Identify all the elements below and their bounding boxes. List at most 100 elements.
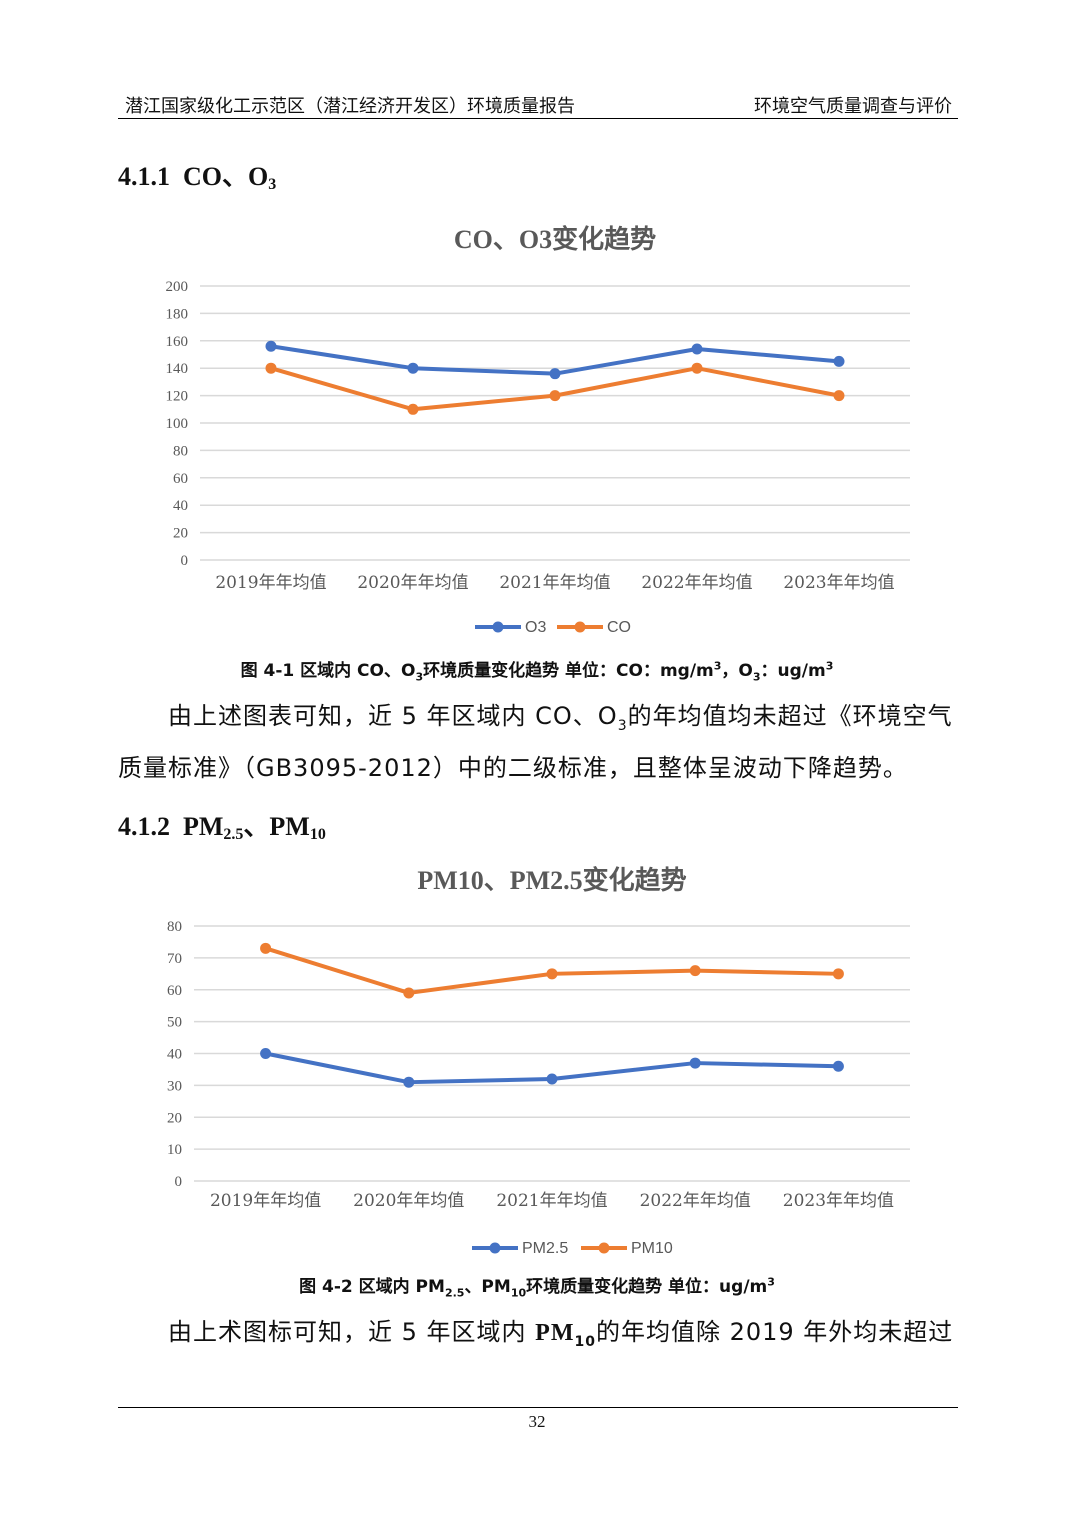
x-tick-label: 2019年年均值 <box>215 573 326 593</box>
caption-sup: 3 <box>825 659 834 673</box>
chart-co-o3: CO、O3变化趋势 0 20 40 60 80 100 120 140 160 180 200 2019… <box>118 212 958 642</box>
section-heading-4-1-1: 4.1.1 CO、O3 <box>118 156 276 193</box>
paragraph-text: 的年均值均未超过《环境空气 <box>627 702 953 730</box>
y-tick-label: 100 <box>166 416 189 432</box>
data-point-CO <box>549 390 561 402</box>
figure-caption-4-2: 图 4-2 区域内 PM2.5、PM10环境质量变化趋势 单位：ug/m3 <box>0 1272 1074 1299</box>
section-title-sub: 2.5 <box>223 826 244 843</box>
legend-label: CO <box>607 619 631 636</box>
section-title: 、PM <box>243 812 310 841</box>
y-tick-label: 60 <box>173 471 188 487</box>
y-tick-label: 200 <box>166 279 189 295</box>
y-tick-label: 30 <box>167 1078 182 1094</box>
chart-co-o3-svg: CO、O3变化趋势 0 20 40 60 80 100 120 140 160 180 200 2019… <box>166 224 910 636</box>
page-number: 32 <box>528 1412 546 1431</box>
footer-divider <box>118 1407 958 1408</box>
section-number: 4.1.2 <box>118 812 170 841</box>
x-tick-label: 2021年年均值 <box>496 1191 607 1211</box>
x-tick-label: 2019年年均值 <box>210 1191 321 1211</box>
chart-title: PM10、PM2.5变化趋势 <box>417 865 686 895</box>
paragraph-sub: 10 <box>574 1333 596 1350</box>
section-title: CO、O <box>183 162 269 191</box>
chart-pm-svg: PM10、PM2.5变化趋势 0 10 20 30 40 50 60 70 80 2019年年均值 2… <box>167 865 910 1257</box>
y-tick-label: 120 <box>166 389 189 405</box>
caption-sub: 10 <box>510 1286 527 1300</box>
data-point-PM2.5 <box>403 1076 415 1088</box>
paragraph-sub: 3 <box>617 717 628 734</box>
chart-title: CO、O3变化趋势 <box>454 224 656 254</box>
data-point-CO <box>265 362 277 374</box>
legend-marker-PM10 <box>598 1242 610 1254</box>
y-tick-label: 40 <box>167 1047 182 1063</box>
caption-text: 图 4-2 区域内 PM <box>299 1277 445 1297</box>
paragraph-text: 的年均值除 2019 年外均未超过 <box>595 1318 954 1346</box>
data-point-O3 <box>833 355 845 367</box>
y-tick-label: 0 <box>175 1174 183 1190</box>
data-point-PM2.5 <box>832 1060 844 1072</box>
data-point-PM10 <box>403 987 415 999</box>
caption-sub: 3 <box>752 670 761 684</box>
x-tick-label: 2020年年均值 <box>353 1191 464 1211</box>
y-tick-label: 50 <box>167 1015 182 1031</box>
data-point-PM10 <box>260 942 272 954</box>
paragraph-co-o3-line1: 由上述图表可知，近 5 年区域内 CO、O3的年均值均未超过《环境空气 <box>118 696 960 734</box>
y-tick-label: 40 <box>173 498 188 514</box>
y-tick-label: 80 <box>167 919 182 935</box>
data-point-PM10 <box>832 968 844 980</box>
data-point-CO <box>833 390 845 402</box>
caption-text: ：ug/m <box>760 661 826 681</box>
y-tick-label: 20 <box>167 1110 182 1126</box>
data-point-CO <box>691 362 703 374</box>
data-point-O3 <box>265 340 277 352</box>
data-point-PM2.5 <box>260 1048 272 1059</box>
section-title-sub: 10 <box>309 826 326 843</box>
y-tick-label: 10 <box>167 1142 182 1158</box>
y-tick-label: 80 <box>173 443 188 459</box>
y-tick-label: 140 <box>166 361 189 377</box>
data-point-O3 <box>549 368 561 380</box>
paragraph-co-o3-line2: 质量标准》（GB3095-2012）中的二级标准，且整体呈波动下降趋势。 <box>118 754 908 782</box>
paragraph-bold: PM <box>535 1320 575 1346</box>
data-point-PM2.5 <box>546 1073 558 1085</box>
data-point-PM10 <box>689 965 701 977</box>
x-tick-label: 2021年年均值 <box>499 573 610 593</box>
legend-label: PM10 <box>631 1240 673 1257</box>
legend-marker-O3 <box>492 621 504 633</box>
section-heading-4-1-2: 4.1.2 PM2.5、PM10 <box>118 806 326 843</box>
x-tick-label: 2023年年均值 <box>783 1191 894 1211</box>
header-divider <box>118 118 958 119</box>
y-tick-label: 60 <box>167 983 182 999</box>
header-left: 潜江国家级化工示范区（潜江经济开发区）环境质量报告 <box>125 96 575 117</box>
paragraph-text: 由上术图标可知，近 5 年区域内 <box>168 1318 536 1346</box>
section-title-sub: 3 <box>268 176 277 193</box>
caption-text: 、PM <box>464 1277 511 1297</box>
data-point-O3 <box>691 343 703 355</box>
data-point-CO <box>407 403 419 415</box>
y-tick-label: 0 <box>181 553 189 569</box>
y-tick-label: 160 <box>166 334 189 350</box>
data-point-O3 <box>407 362 419 374</box>
caption-sup: 3 <box>713 659 722 673</box>
figure-caption-4-1: 图 4-1 区域内 CO、O3环境质量变化趋势 单位：CO：mg/m3，O3：u… <box>0 656 1074 683</box>
header-right: 环境空气质量调查与评价 <box>754 96 952 117</box>
section-number: 4.1.1 <box>118 162 170 191</box>
x-tick-label: 2022年年均值 <box>641 573 752 593</box>
caption-text: 图 4-1 区域内 CO、O <box>240 661 416 681</box>
legend-marker-PM2.5 <box>489 1242 501 1254</box>
section-title: PM <box>183 812 224 841</box>
legend-label: PM2.5 <box>522 1240 568 1257</box>
paragraph-pm: 由上术图标可知，近 5 年区域内 PM10的年均值除 2019 年外均未超过 <box>118 1312 960 1350</box>
caption-sub: 2.5 <box>444 1286 465 1300</box>
x-tick-label: 2022年年均值 <box>640 1191 751 1211</box>
caption-sup: 3 <box>767 1275 775 1289</box>
caption-text: 环境质量变化趋势 单位：CO：mg/m <box>423 661 714 681</box>
y-tick-label: 70 <box>167 951 182 967</box>
legend-marker-CO <box>574 621 586 633</box>
chart-pm: PM10、PM2.5变化趋势 0 10 20 30 40 50 60 70 80 2019年年均值 2… <box>118 856 958 1266</box>
legend-label: O3 <box>525 619 546 636</box>
data-point-PM2.5 <box>689 1057 701 1069</box>
y-tick-label: 20 <box>173 526 188 542</box>
x-tick-label: 2020年年均值 <box>357 573 468 593</box>
paragraph-text: 由上述图表可知，近 5 年区域内 CO、O <box>168 702 618 730</box>
y-tick-label: 180 <box>166 306 189 322</box>
